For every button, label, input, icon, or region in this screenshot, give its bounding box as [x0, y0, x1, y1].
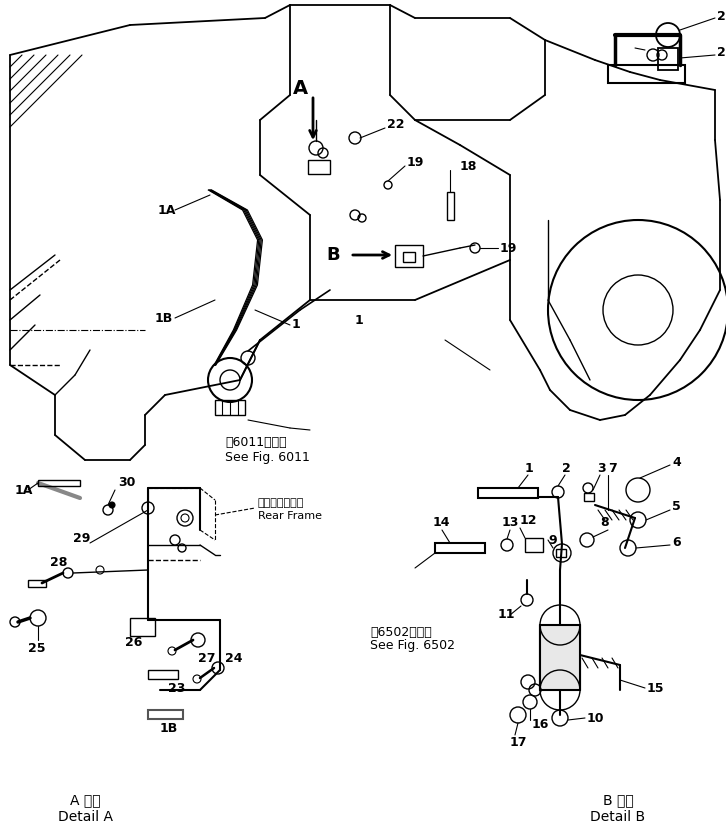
Text: 1: 1	[525, 462, 534, 474]
Text: 1B: 1B	[155, 311, 174, 324]
Bar	[525, 538, 543, 552]
Bar	[215, 400, 245, 415]
Text: 14: 14	[433, 516, 451, 528]
Text: 30: 30	[118, 476, 135, 488]
Text: 16: 16	[532, 719, 550, 731]
Bar	[148, 710, 183, 719]
Bar	[608, 65, 685, 83]
Text: 22: 22	[387, 118, 404, 131]
Text: 20: 20	[717, 9, 726, 22]
Text: 28: 28	[50, 556, 68, 568]
Text: See Fig. 6011: See Fig. 6011	[225, 450, 310, 463]
Bar	[658, 48, 678, 70]
Text: 1B: 1B	[160, 721, 179, 735]
Text: A 詳細: A 詳細	[70, 793, 100, 807]
Text: 5: 5	[672, 501, 681, 513]
Bar	[584, 493, 594, 501]
Bar	[403, 252, 415, 262]
Text: 8: 8	[600, 516, 608, 528]
Text: 1A: 1A	[158, 204, 176, 216]
Text: 第6502図参照: 第6502図参照	[370, 626, 432, 638]
Bar	[130, 618, 155, 636]
Text: 21: 21	[717, 47, 726, 60]
Text: 1A: 1A	[15, 483, 33, 497]
Text: 3: 3	[597, 462, 605, 474]
Text: 19: 19	[500, 241, 518, 255]
Text: Rear Frame: Rear Frame	[258, 511, 322, 521]
Text: 17: 17	[510, 735, 528, 749]
Bar	[556, 549, 566, 557]
Bar	[38, 480, 80, 486]
Text: 7: 7	[608, 462, 617, 474]
Bar	[148, 670, 178, 679]
Bar	[395, 245, 423, 267]
Text: 18: 18	[460, 161, 478, 174]
Text: 11: 11	[498, 608, 515, 622]
Text: 1: 1	[355, 314, 364, 326]
Text: 25: 25	[28, 641, 46, 655]
Text: See Fig. 6502: See Fig. 6502	[370, 640, 455, 652]
Text: 2: 2	[562, 462, 571, 474]
Text: 9: 9	[548, 533, 557, 547]
Bar	[478, 488, 538, 498]
Text: リャーフレーム: リャーフレーム	[258, 498, 304, 508]
Text: 27: 27	[198, 651, 216, 665]
Circle shape	[109, 502, 115, 508]
Text: 13: 13	[502, 516, 519, 528]
Bar	[28, 580, 46, 587]
Text: Detail B: Detail B	[590, 810, 645, 824]
Text: Detail A: Detail A	[57, 810, 113, 824]
Text: B: B	[327, 246, 340, 264]
Text: 26: 26	[125, 636, 142, 648]
Text: 24: 24	[225, 651, 242, 665]
Text: 6: 6	[672, 536, 681, 548]
Text: 4: 4	[672, 455, 681, 468]
Bar	[308, 160, 330, 174]
Bar	[540, 625, 580, 690]
Text: 12: 12	[520, 513, 537, 527]
Text: A: A	[293, 78, 308, 97]
Text: 10: 10	[587, 711, 605, 725]
Text: 第6011図参照: 第6011図参照	[225, 437, 287, 449]
Bar	[447, 192, 454, 220]
Text: 1: 1	[292, 319, 301, 331]
Bar	[435, 543, 485, 553]
Text: B 詳細: B 詳細	[603, 793, 633, 807]
Text: 23: 23	[168, 681, 185, 695]
Text: 15: 15	[647, 681, 664, 695]
Text: 29: 29	[73, 532, 90, 544]
Text: 19: 19	[407, 156, 425, 170]
